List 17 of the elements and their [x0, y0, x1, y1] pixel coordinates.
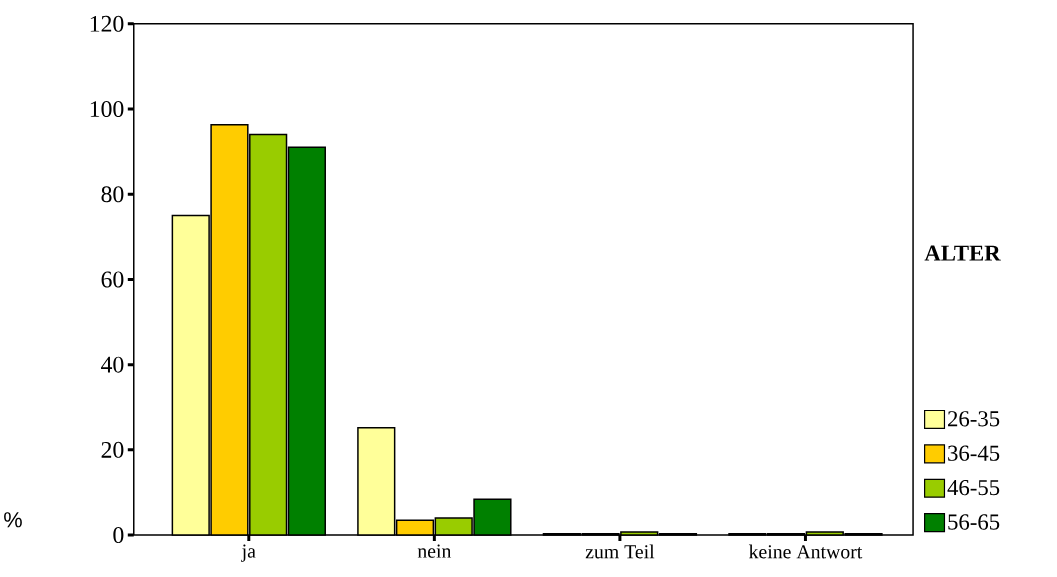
y-tick-label: 120 [90, 15, 124, 32]
y-tick-label: 80 [101, 186, 124, 203]
legend-label: 36-45 [948, 445, 1000, 461]
x-tick-label: keine Antwort [748, 544, 863, 559]
legend-label: 56-65 [948, 514, 1000, 530]
x-tick-label: nein [417, 544, 452, 558]
legend-title: ALTER [924, 245, 1001, 261]
x-tick-label: ja [241, 544, 256, 562]
y-tick-label: 0 [113, 527, 124, 544]
legend-label: 46-55 [947, 480, 1000, 496]
y-tick-label: 40 [101, 356, 124, 373]
legend-label: 26-35 [948, 411, 1000, 427]
y-tick-label: 60 [101, 271, 124, 288]
y-axis-title: % [4, 512, 22, 528]
x-tick-label: zum Teil [585, 544, 655, 559]
y-tick-label: 100 [90, 101, 124, 118]
y-tick-label: 20 [101, 441, 124, 458]
